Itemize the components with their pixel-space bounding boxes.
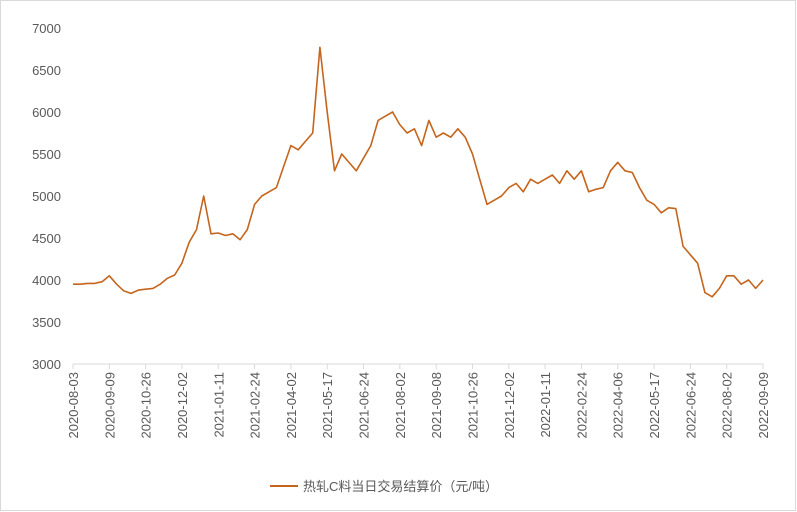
- y-tick-label: 3000: [32, 357, 61, 372]
- y-tick-label: 3500: [32, 315, 61, 330]
- y-tick-label: 6000: [32, 105, 61, 120]
- x-tick-label: 2021-06-24: [357, 372, 372, 439]
- x-tick-label: 2020-12-02: [175, 372, 190, 439]
- legend-label: 热轧C料当日交易结算价（元/吨）: [303, 479, 498, 494]
- x-tick-label: 2022-06-24: [683, 372, 698, 439]
- x-tick-label: 2022-01-11: [538, 372, 553, 438]
- y-tick-label: 4500: [32, 231, 61, 246]
- data-line: [73, 46, 764, 298]
- x-tick-label: 2021-04-02: [284, 372, 299, 439]
- x-tick-label: 2021-08-02: [393, 372, 408, 439]
- y-tick-label: 6500: [32, 63, 61, 78]
- x-tick-label: 2020-08-03: [66, 372, 81, 439]
- x-tick-label: 2021-10-26: [465, 372, 480, 439]
- x-tick-label: 2022-04-06: [611, 372, 626, 439]
- y-tick-label: 5000: [32, 189, 61, 204]
- y-tick-label: 7000: [32, 21, 61, 36]
- y-tick-label: 4000: [32, 273, 61, 288]
- x-tick-label: 2020-10-26: [139, 372, 154, 439]
- x-tick-label: 2021-05-17: [320, 372, 335, 439]
- x-tick-label: 2021-12-02: [502, 372, 517, 439]
- x-tick-label: 2021-01-11: [211, 372, 226, 438]
- x-tick-label: 2022-05-17: [647, 372, 662, 439]
- x-tick-label: 2020-09-09: [102, 372, 117, 439]
- x-tick-label: 2022-09-09: [756, 372, 771, 439]
- x-tick-label: 2021-02-24: [248, 372, 263, 439]
- x-tick-label: 2021-09-08: [429, 372, 444, 439]
- x-tick-label: 2022-02-24: [574, 372, 589, 439]
- x-tick-label: 2022-08-02: [720, 372, 735, 439]
- y-tick-label: 5500: [32, 147, 61, 162]
